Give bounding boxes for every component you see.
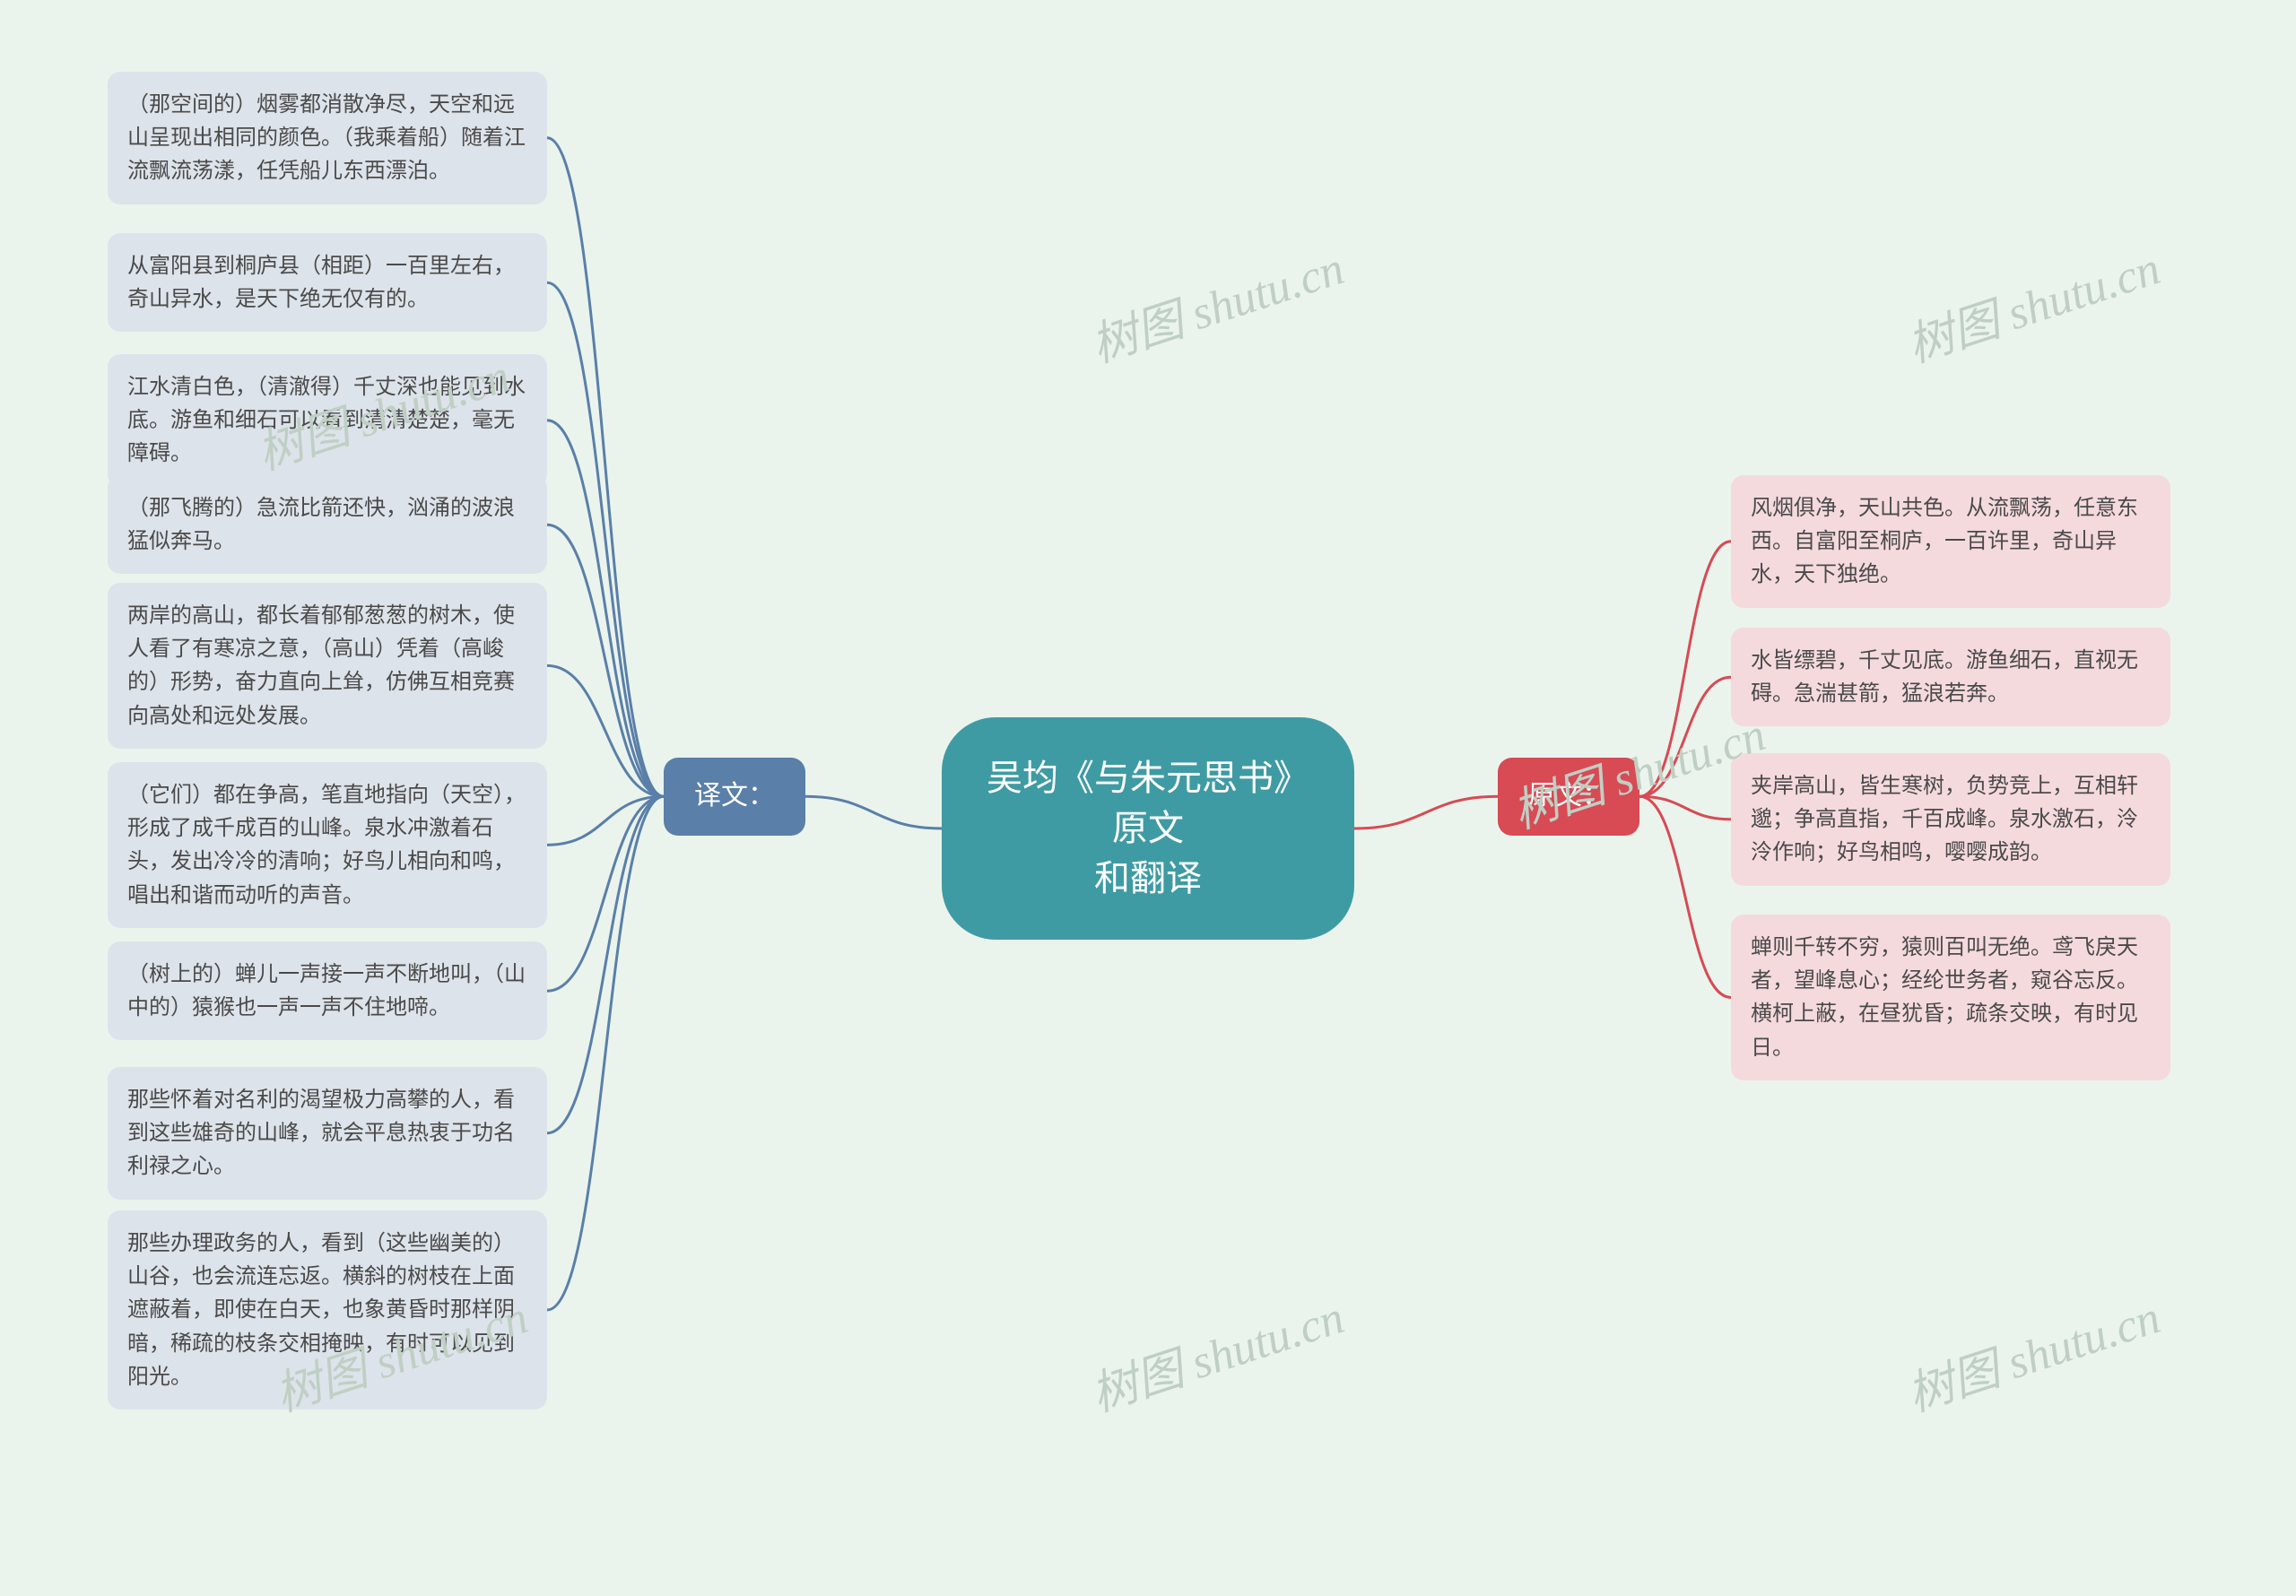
leaf-left-5: （它们）都在争高，笔直地指向（天空），形成了成千成百的山峰。泉水冲激着石头，发出… [108,762,547,928]
leaf-left-text: （它们）都在争高，笔直地指向（天空），形成了成千成百的山峰。泉水冲激着石头，发出… [127,783,526,907]
leaf-right-text: 风烟俱净，天山共色。从流飘荡，任意东西。自富阳至桐庐，一百许里，奇山异水，天下独… [1751,496,2138,586]
center-node: 吴均《与朱元思书》原文 和翻译 [942,717,1354,940]
leaf-right-text: 水皆缥碧，千丈见底。游鱼细石，直视无碍。急湍甚箭，猛浪若奔。 [1751,648,2138,706]
center-title-line2: 和翻译 [1094,859,1202,898]
leaf-left-text: 从富阳县到桐庐县（相距）一百里左右，奇山异水，是天下绝无仅有的。 [127,254,515,311]
center-title-line1: 吴均《与朱元思书》原文 [987,759,1309,848]
leaf-right-2: 夹岸高山，皆生寒树，负势竞上，互相轩邈；争高直指，千百成峰。泉水激石，泠泠作响；… [1731,753,2170,886]
leaf-left-text: （那空间的）烟雾都消散净尽，天空和远山呈现出相同的颜色。（我乘着船）随着江流飘流… [127,92,526,183]
branch-left-label: 译文： [694,781,775,811]
leaf-left-1: 从富阳县到桐庐县（相距）一百里左右，奇山异水，是天下绝无仅有的。 [108,233,547,332]
leaf-left-6: （树上的）蝉儿一声接一声不断地叫，（山中的）猿猴也一声一声不住地啼。 [108,941,547,1040]
leaf-right-1: 水皆缥碧，千丈见底。游鱼细石，直视无碍。急湍甚箭，猛浪若奔。 [1731,628,2170,726]
leaf-right-3: 蝉则千转不穷，猿则百叫无绝。鸢飞戾天者，望峰息心；经纶世务者，窥谷忘反。横柯上蔽… [1731,915,2170,1080]
leaf-left-text: （树上的）蝉儿一声接一声不断地叫，（山中的）猿猴也一声一声不住地啼。 [127,962,526,1019]
watermark: 树图 shutu.cn [1898,1279,2168,1424]
leaf-left-0: （那空间的）烟雾都消散净尽，天空和远山呈现出相同的颜色。（我乘着船）随着江流飘流… [108,72,547,204]
leaf-right-0: 风烟俱净，天山共色。从流飘荡，任意东西。自富阳至桐庐，一百许里，奇山异水，天下独… [1731,475,2170,608]
leaf-right-text: 蝉则千转不穷，猿则百叫无绝。鸢飞戾天者，望峰息心；经纶世务者，窥谷忘反。横柯上蔽… [1751,935,2138,1060]
watermark: 树图 shutu.cn [1082,1279,1352,1424]
leaf-left-text: （那飞腾的）急流比箭还快，汹涌的波浪猛似奔马。 [127,496,515,553]
leaf-left-4: 两岸的高山，都长着郁郁葱葱的树木，使人看了有寒凉之意，（高山）凭着（高峻的）形势… [108,583,547,749]
leaf-left-text: 江水清白色，（清澈得）千丈深也能见到水底。游鱼和细石可以看到清清楚楚，毫无障碍。 [127,375,526,465]
leaf-left-text: 两岸的高山，都长着郁郁葱葱的树木，使人看了有寒凉之意，（高山）凭着（高峻的）形势… [127,603,515,728]
watermark: 树图 shutu.cn [1898,230,2168,375]
branch-right-label: 原文： [1528,781,1609,811]
leaf-left-2: 江水清白色，（清澈得）千丈深也能见到水底。游鱼和细石可以看到清清楚楚，毫无障碍。 [108,354,547,487]
leaf-left-text: 那些办理政务的人，看到（这些幽美的）山谷，也会流连忘返。横斜的树枝在上面遮蔽着，… [127,1231,515,1389]
leaf-left-text: 那些怀着对名利的渴望极力高攀的人，看到这些雄奇的山峰，就会平息热衷于功名利禄之心… [127,1088,515,1178]
branch-left: 译文： [664,758,805,836]
leaf-left-3: （那飞腾的）急流比箭还快，汹涌的波浪猛似奔马。 [108,475,547,574]
watermark: 树图 shutu.cn [1082,230,1352,375]
leaf-left-7: 那些怀着对名利的渴望极力高攀的人，看到这些雄奇的山峰，就会平息热衷于功名利禄之心… [108,1067,547,1200]
leaf-left-8: 那些办理政务的人，看到（这些幽美的）山谷，也会流连忘返。横斜的树枝在上面遮蔽着，… [108,1210,547,1410]
branch-right: 原文： [1498,758,1639,836]
leaf-right-text: 夹岸高山，皆生寒树，负势竞上，互相轩邈；争高直指，千百成峰。泉水激石，泠泠作响；… [1751,774,2138,864]
